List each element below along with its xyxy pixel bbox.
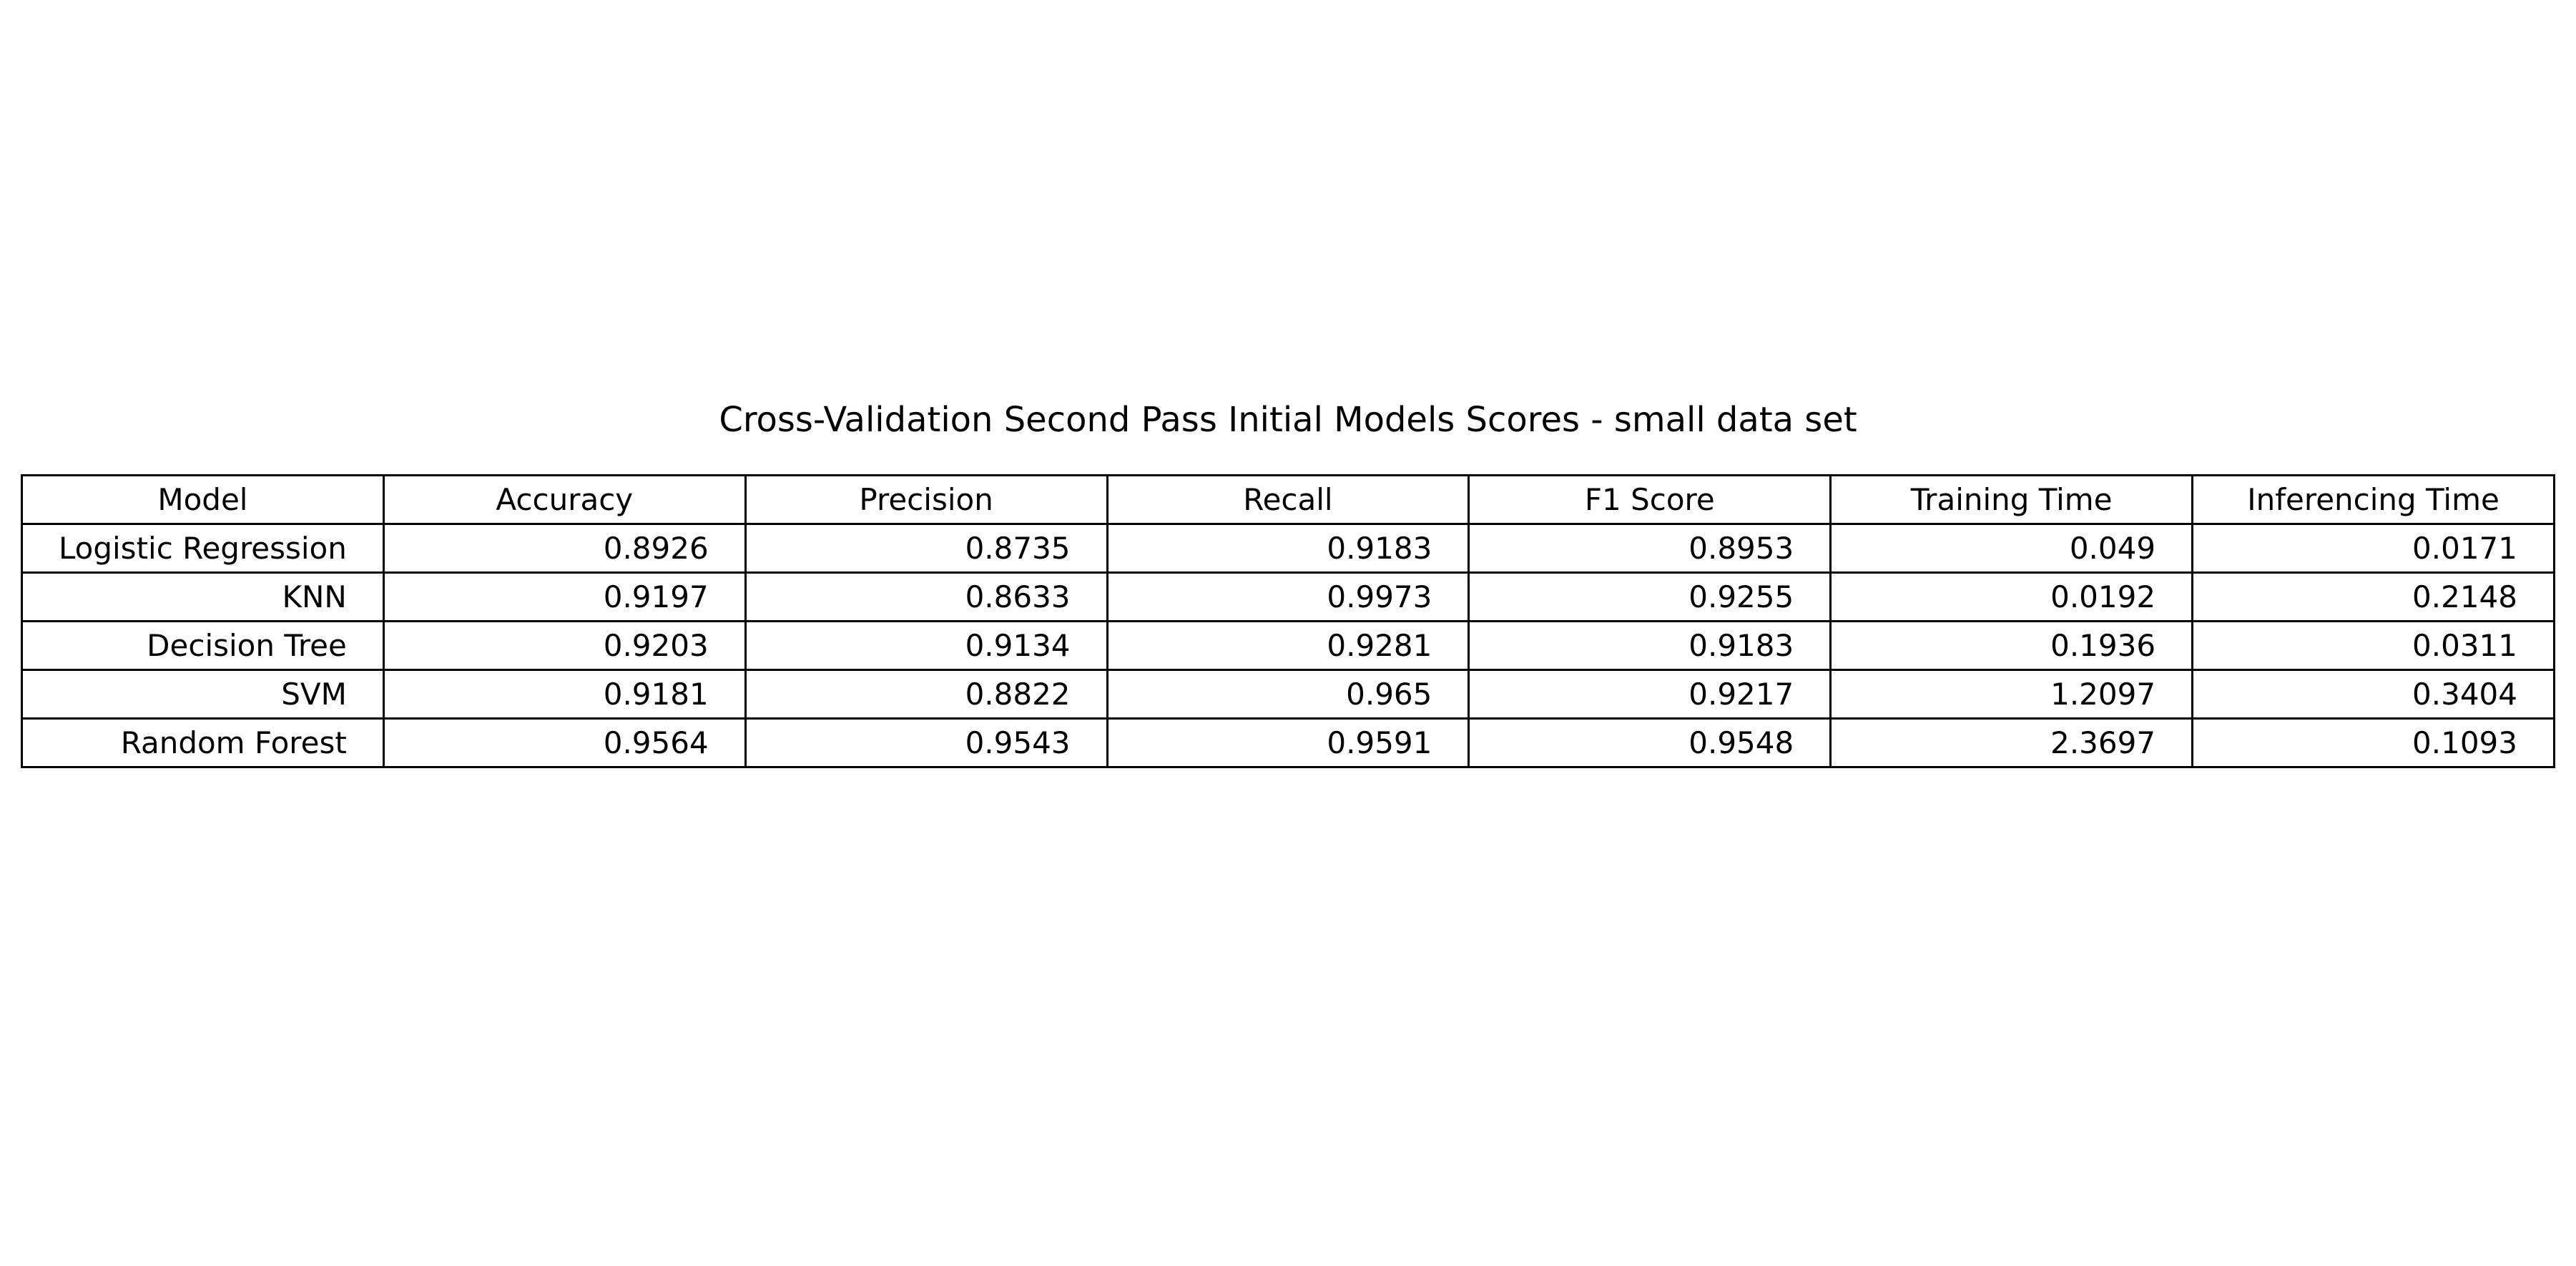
- column-header-inferencing-time: Inferencing Time: [2191, 474, 2555, 525]
- cell-precision: 0.8735: [744, 523, 1108, 574]
- column-header-recall: Recall: [1106, 474, 1470, 525]
- cell-model: Random Forest: [21, 717, 385, 768]
- cell-model: SVM: [21, 669, 385, 720]
- cell-model: Decision Tree: [21, 620, 385, 671]
- cell-f1-score: 0.9183: [1468, 620, 1832, 671]
- cell-f1-score: 0.9548: [1468, 717, 1832, 768]
- cell-training-time: 2.3697: [1829, 717, 2194, 768]
- cell-training-time: 0.0192: [1829, 571, 2194, 622]
- cell-training-time: 0.1936: [1829, 620, 2194, 671]
- cell-precision: 0.8633: [744, 571, 1108, 622]
- cell-accuracy: 0.8926: [382, 523, 747, 574]
- table-row: SVM 0.9181 0.8822 0.965 0.9217 1.2097 0.…: [21, 669, 2555, 720]
- cell-model: Logistic Regression: [21, 523, 385, 574]
- column-header-training-time: Training Time: [1829, 474, 2194, 525]
- table-row: Logistic Regression 0.8926 0.8735 0.9183…: [21, 523, 2555, 574]
- column-header-accuracy: Accuracy: [382, 474, 747, 525]
- table-row: Decision Tree 0.9203 0.9134 0.9281 0.918…: [21, 620, 2555, 671]
- scores-table: Model Accuracy Precision Recall F1 Score…: [21, 474, 2555, 768]
- cell-recall: 0.9183: [1106, 523, 1470, 574]
- cell-precision: 0.9543: [744, 717, 1108, 768]
- table-row: KNN 0.9197 0.8633 0.9973 0.9255 0.0192 0…: [21, 571, 2555, 622]
- column-header-f1-score: F1 Score: [1468, 474, 1832, 525]
- header-row: Model Accuracy Precision Recall F1 Score…: [21, 474, 2555, 525]
- cell-training-time: 0.049: [1829, 523, 2194, 574]
- cell-f1-score: 0.8953: [1468, 523, 1832, 574]
- table-row: Random Forest 0.9564 0.9543 0.9591 0.954…: [21, 717, 2555, 768]
- cell-recall: 0.9591: [1106, 717, 1470, 768]
- cell-inferencing-time: 0.1093: [2191, 717, 2555, 768]
- cell-precision: 0.9134: [744, 620, 1108, 671]
- cell-model: KNN: [21, 571, 385, 622]
- cell-inferencing-time: 0.3404: [2191, 669, 2555, 720]
- cell-recall: 0.965: [1106, 669, 1470, 720]
- column-header-model: Model: [21, 474, 385, 525]
- cell-f1-score: 0.9217: [1468, 669, 1832, 720]
- cell-recall: 0.9281: [1106, 620, 1470, 671]
- column-header-precision: Precision: [744, 474, 1108, 525]
- chart-title: Cross-Validation Second Pass Initial Mod…: [719, 400, 1857, 440]
- cell-accuracy: 0.9197: [382, 571, 747, 622]
- cell-accuracy: 0.9203: [382, 620, 747, 671]
- cell-f1-score: 0.9255: [1468, 571, 1832, 622]
- cell-precision: 0.8822: [744, 669, 1108, 720]
- cell-accuracy: 0.9181: [382, 669, 747, 720]
- cell-training-time: 1.2097: [1829, 669, 2194, 720]
- cell-inferencing-time: 0.2148: [2191, 571, 2555, 622]
- cell-accuracy: 0.9564: [382, 717, 747, 768]
- cell-inferencing-time: 0.0171: [2191, 523, 2555, 574]
- cell-inferencing-time: 0.0311: [2191, 620, 2555, 671]
- cell-recall: 0.9973: [1106, 571, 1470, 622]
